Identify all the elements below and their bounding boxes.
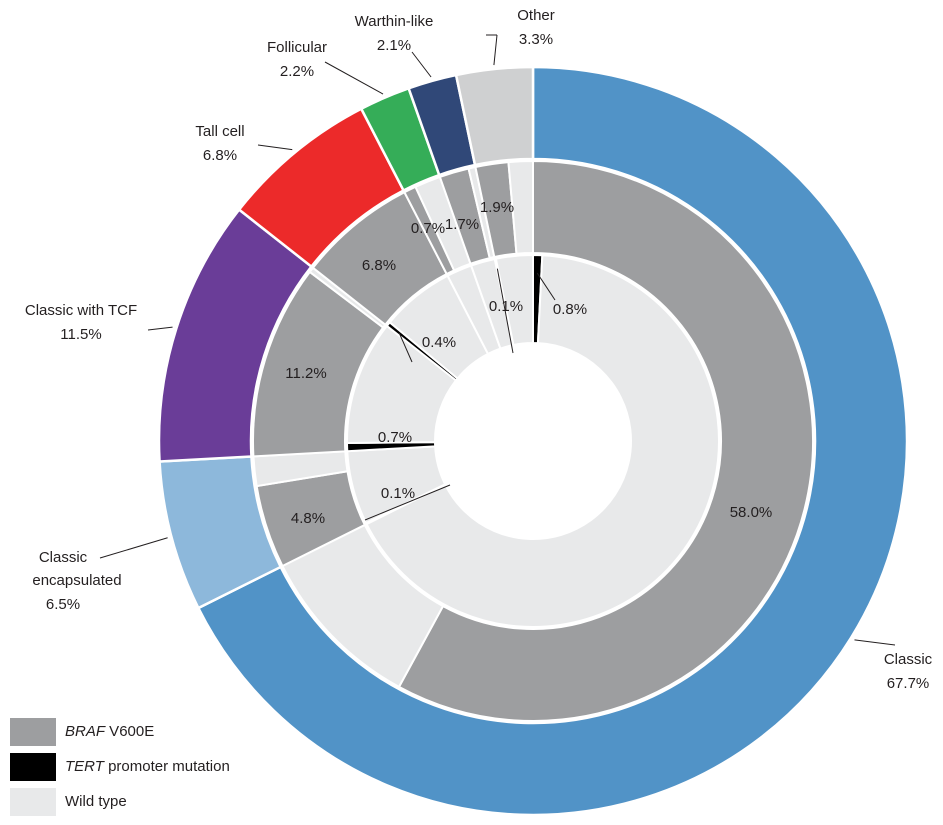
outer-label-classic-with-tcf-leader <box>147 326 173 331</box>
outer-label-other: Other <box>517 7 555 24</box>
outer-slice-other <box>454 65 535 167</box>
legend-swatch-wild-type <box>10 787 56 816</box>
outer-label-other-value: 3.3% <box>519 31 553 48</box>
outer-label-classic-encapsulated-value: 6.5% <box>46 596 80 613</box>
middle-slice-classic-braf-v600e <box>397 159 814 722</box>
outer-label-classic-leader <box>854 639 896 646</box>
outer-label-classic-value: 67.7% <box>887 675 930 692</box>
outer-label-follicular: Follicular <box>267 39 327 56</box>
leader-lines <box>99 34 896 646</box>
legend: BRAF V600E TERT promoter mutation Wild t… <box>10 714 230 819</box>
middle-label-classic-encapsulated: 4.8% <box>291 510 325 527</box>
donut-rings <box>157 65 909 817</box>
inner-label-classic: 0.8% <box>553 301 587 318</box>
middle-label-classic-with-tcf: 11.2% <box>285 365 326 382</box>
inner-label-other-leader <box>496 268 514 354</box>
legend-label-braf: BRAF V600E <box>65 723 155 740</box>
outer-label-tall-cell: Tall cell <box>195 123 244 140</box>
legend-swatch-tert <box>10 752 56 781</box>
inner-label-classic-leader <box>536 272 556 301</box>
outer-label-follicular-value: 2.2% <box>280 63 314 80</box>
middle-slice-other-wild-type <box>507 159 534 255</box>
middle-label-warthin-like: 1.7% <box>445 216 479 233</box>
legend-item-wild-type: Wild type <box>10 784 230 819</box>
inner-label-tall-cell: 0.4% <box>422 334 456 351</box>
inner-label-classic-encapsulated-leader <box>364 484 451 521</box>
legend-item-tert: TERT promoter mutation <box>10 749 230 784</box>
outer-label-classic-encapsulated-leader <box>99 537 168 559</box>
outer-label-tall-cell-value: 6.8% <box>203 147 237 164</box>
outer-label-warthin-like: Warthin-like <box>355 13 434 30</box>
legend-item-braf: BRAF V600E <box>10 714 230 749</box>
legend-label-wild-type: Wild type <box>65 793 127 810</box>
inner-label-tall-cell-leader <box>398 332 413 363</box>
middle-label-classic: 58.0% <box>730 504 773 521</box>
inner-label-other: 0.1% <box>489 298 523 315</box>
middle-label-other: 1.9% <box>480 199 514 216</box>
inner-label-classic-encapsulated: 0.1% <box>381 485 415 502</box>
outer-label-classic-encapsulated-line-1: Classic <box>39 549 88 566</box>
inner-label-classic-with-tcf: 0.7% <box>378 429 412 446</box>
outer-label-follicular-leader <box>324 61 384 95</box>
inner-slice-classic-wild-type <box>365 254 720 628</box>
inner-slice-other-wild-type <box>494 253 534 347</box>
middle-label-tall-cell: 6.8% <box>362 257 396 274</box>
legend-swatch-braf <box>10 717 56 746</box>
outer-label-classic-with-tcf: Classic with TCF <box>25 302 137 319</box>
outer-label-classic-with-tcf-value: 11.5% <box>60 326 101 343</box>
middle-label-follicular: 0.7% <box>411 220 445 237</box>
outer-label-warthin-like-leader <box>411 51 432 78</box>
outer-label-warthin-like-value: 2.1% <box>377 37 411 54</box>
outer-label-tall-cell-leader <box>257 144 293 151</box>
outer-slice-classic <box>196 65 909 817</box>
outer-label-other-leader <box>493 34 498 66</box>
legend-label-tert: TERT promoter mutation <box>65 758 230 775</box>
outer-label-classic-encapsulated-line-2: encapsulated <box>32 572 121 589</box>
outer-label-classic: Classic <box>884 651 933 668</box>
slice-labels: Classic 67.7% Classic encapsulated 6.5% Class… <box>25 7 933 692</box>
